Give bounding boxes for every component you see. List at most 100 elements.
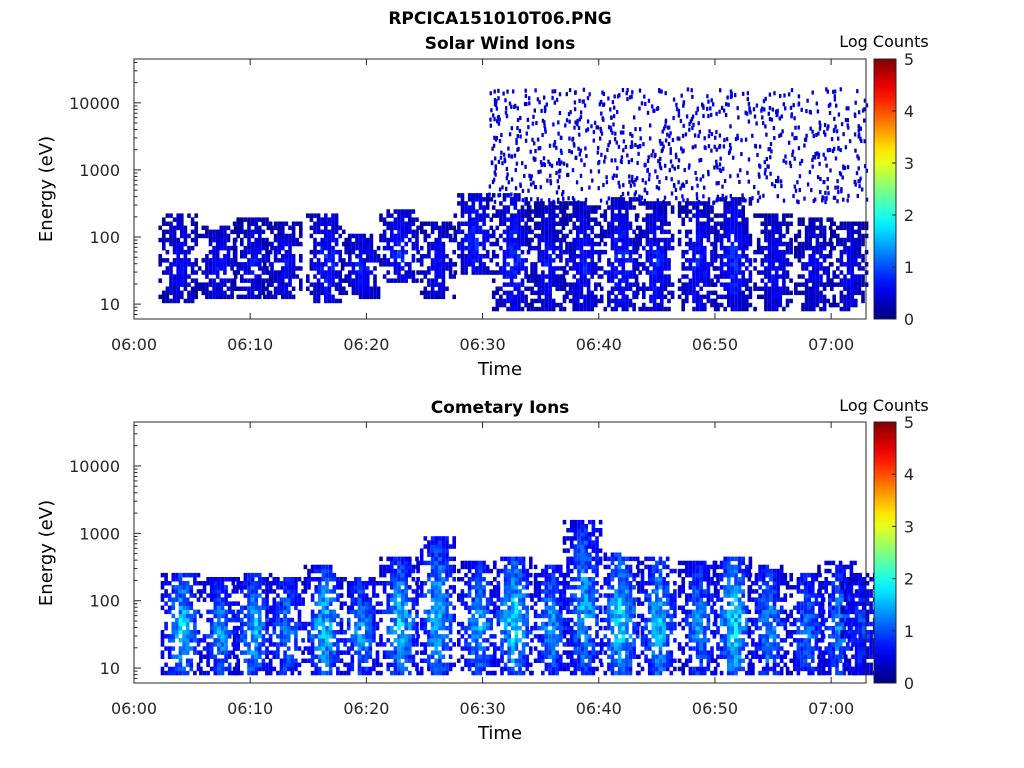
heatmap-cell: [628, 241, 633, 247]
heatmap-cell: [217, 593, 221, 598]
heatmap-cell: [830, 282, 834, 287]
heatmap-cell: [548, 286, 552, 291]
heatmap-cell: [193, 617, 197, 623]
heatmap-cell: [586, 306, 591, 312]
heatmap-cell: [265, 581, 269, 586]
heatmap-cell: [828, 249, 833, 255]
heatmap-cell: [669, 147, 672, 152]
heatmap-cell: [544, 229, 549, 235]
heatmap-cell: [232, 642, 237, 647]
heatmap-cell: [164, 593, 168, 598]
heatmap-cell: [299, 278, 303, 283]
heatmap-cell: [544, 294, 549, 300]
heatmap-cell: [393, 262, 398, 267]
heatmap-cell: [568, 258, 573, 263]
heatmap-cell: [485, 201, 490, 206]
heatmap-cell: [808, 258, 812, 263]
heatmap-cell: [224, 646, 228, 651]
heatmap-cell: [631, 144, 634, 149]
heatmap-cell: [548, 225, 552, 231]
heatmap-cell: [541, 278, 545, 283]
heatmap-cell: [537, 233, 542, 239]
heatmap-cell: [261, 601, 266, 606]
heatmap-cell: [771, 213, 775, 218]
heatmap-cell: [464, 270, 468, 275]
heatmap-cell: [261, 650, 266, 655]
heatmap-cell: [199, 593, 203, 598]
heatmap-cell: [576, 294, 580, 300]
heatmap-cell: [467, 237, 472, 243]
heatmap-cell: [797, 101, 801, 106]
heatmap-cell: [530, 229, 534, 235]
heatmap-cell: [602, 91, 606, 96]
heatmap-cell: [652, 225, 657, 231]
heatmap-cell: [813, 155, 817, 160]
heatmap-cell: [297, 670, 302, 676]
heatmap-cell: [727, 233, 731, 239]
heatmap-cell: [270, 274, 274, 279]
heatmap-cell: [286, 601, 291, 606]
heatmap-cell: [467, 197, 472, 202]
heatmap-cell: [864, 249, 869, 255]
heatmap-cell: [235, 589, 239, 594]
heatmap-cell: [321, 601, 326, 606]
heatmap-cell: [761, 115, 764, 120]
heatmap-cell: [797, 241, 802, 247]
heatmap-cell: [281, 282, 285, 287]
heatmap-cell: [748, 270, 753, 275]
heatmap-cell: [351, 245, 356, 251]
heatmap-cell: [355, 278, 359, 283]
heatmap-cell: [416, 270, 420, 275]
heatmap-cell: [626, 96, 629, 101]
heatmap-cell: [844, 118, 848, 123]
heatmap-cell: [331, 237, 335, 243]
heatmap-cell: [301, 589, 305, 594]
heatmap-cell: [167, 597, 172, 602]
heatmap-cell: [610, 205, 615, 210]
heatmap-cell: [692, 245, 696, 251]
heatmap-cell: [712, 290, 717, 296]
heatmap-cell: [710, 229, 714, 235]
heatmap-cell: [167, 638, 172, 643]
heatmap-cell: [631, 90, 634, 95]
heatmap-cell: [284, 294, 289, 300]
heatmap-cell: [495, 290, 500, 296]
heatmap-cell: [338, 290, 342, 296]
heatmap-cell: [741, 254, 745, 259]
heatmap-cell: [467, 258, 472, 263]
heatmap-cell: [555, 213, 560, 218]
heatmap-cell: [771, 217, 775, 222]
heatmap-cell: [861, 274, 865, 279]
heatmap-cell: [727, 302, 731, 308]
heatmap-cell: [741, 213, 745, 218]
heatmap-cell: [507, 146, 510, 151]
heatmap-cell: [719, 225, 724, 231]
heatmap-cell: [261, 278, 266, 283]
heatmap-cell: [525, 102, 528, 107]
heatmap-cell: [397, 233, 401, 239]
heatmap-cell: [760, 294, 765, 300]
heatmap-cell: [263, 241, 267, 247]
heatmap-cell: [397, 217, 401, 222]
heatmap-cell: [232, 666, 237, 672]
heatmap-cell: [254, 621, 258, 627]
heatmap-cell: [291, 266, 296, 271]
heatmap-cell: [762, 193, 765, 198]
heatmap-cell: [327, 274, 332, 279]
heatmap-cell: [277, 233, 281, 239]
heatmap-cell: [223, 278, 227, 283]
heatmap-cell: [688, 278, 693, 283]
heatmap-cell: [688, 290, 693, 296]
heatmap-cell: [268, 290, 273, 296]
heatmap-cell: [716, 213, 720, 218]
heatmap-cell: [236, 658, 240, 663]
heatmap-cell: [499, 209, 503, 214]
heatmap-cell: [194, 270, 198, 275]
heatmap-cell: [774, 298, 779, 304]
heatmap-cell: [250, 601, 255, 606]
heatmap-cell: [336, 613, 340, 619]
heatmap-cell: [583, 217, 587, 222]
heatmap-cell: [276, 617, 280, 623]
heatmap-cell: [850, 225, 854, 231]
heatmap-cell: [734, 266, 738, 271]
